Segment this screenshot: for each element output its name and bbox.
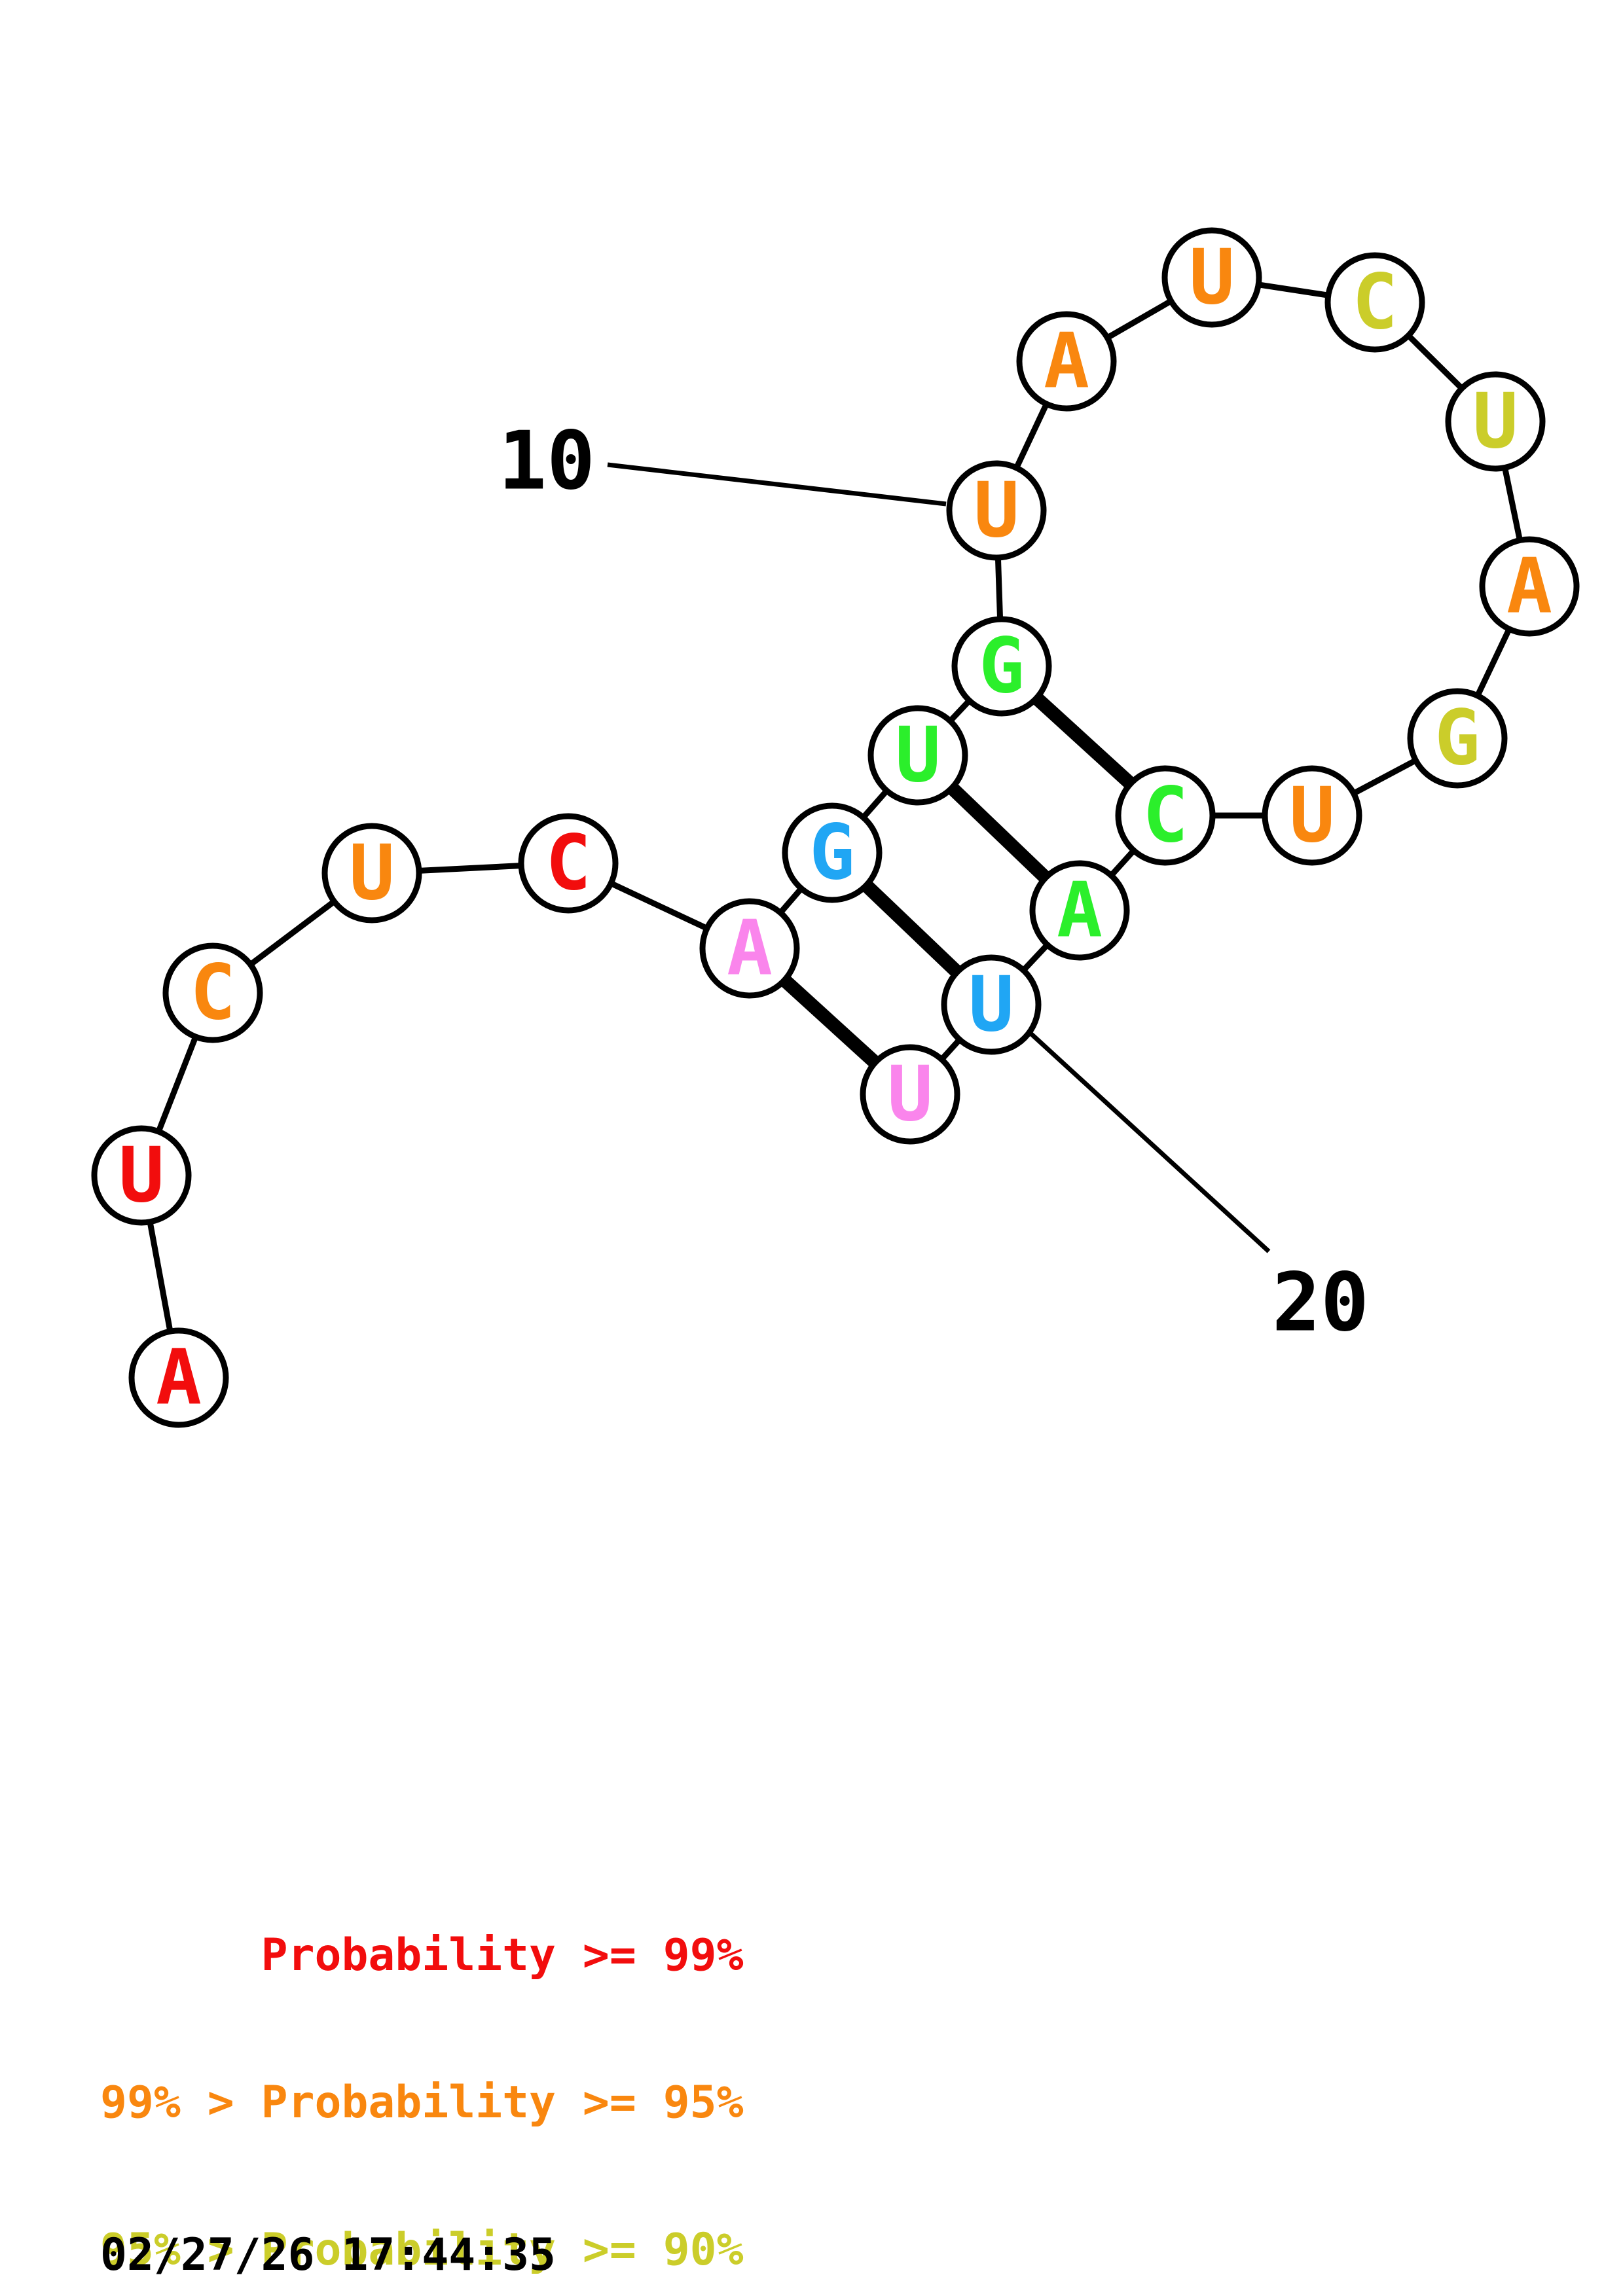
legend-row-90: 95% > Probability >= 90% (100, 2224, 744, 2276)
position-labels-layer: 10 20 (498, 415, 1369, 1350)
nucleotide-circle-21 (860, 1044, 960, 1145)
legend-row-99: Probability >= 99% (100, 1929, 744, 1981)
nucleotide-base-20: U (968, 961, 1014, 1049)
nucleotide-circle-3 (162, 942, 263, 1043)
nucleotide-circle-11 (1016, 311, 1117, 412)
nucleotide-base-18: C (1142, 772, 1188, 860)
nucleotide-circle-13 (1324, 252, 1425, 353)
nucleotide-base-3: C (190, 949, 236, 1037)
position-label-20: 20 (1272, 1257, 1369, 1350)
nucleotide-base-13: C (1352, 259, 1398, 347)
nucleotide-circle-9 (951, 616, 1052, 717)
nucleotide-circle-18 (1115, 765, 1216, 866)
nucleotide-circle-14 (1445, 371, 1546, 472)
nucleotide-circle-15 (1479, 536, 1580, 637)
position-leader-line-10 (607, 462, 947, 507)
nucleotide-circle-12 (1161, 227, 1262, 328)
nucleotide-base-7: G (809, 809, 855, 897)
nucleotide-base-21: U (887, 1050, 933, 1139)
nucleotide-base-11: A (1044, 317, 1089, 406)
nucleotide-circle-4 (321, 823, 422, 924)
nucleotide-base-2: U (119, 1132, 164, 1220)
nucleotide-circle-2 (91, 1125, 192, 1226)
nucleotide-circle-8 (867, 705, 968, 806)
nucleotide-circle-1 (128, 1327, 229, 1428)
nucleotide-circle-17 (1262, 765, 1362, 866)
nucleotide-base-17: U (1289, 772, 1335, 860)
nucleotide-base-12: U (1189, 234, 1235, 322)
nucleotide-base-4: U (349, 829, 395, 918)
position-label-10: 10 (498, 415, 595, 509)
nucleotide-circle-6 (699, 898, 800, 999)
nucleotide-circle-19 (1029, 860, 1130, 961)
probability-legend: Probability >= 99% 99% > Probability >= … (100, 1833, 744, 2296)
nucleotide-base-16: G (1434, 694, 1480, 783)
nucleotide-circle-7 (782, 802, 883, 903)
nucleotide-base-1: A (156, 1334, 202, 1422)
nucleotide-base-9: G (979, 622, 1025, 711)
nucleotide-circle-16 (1407, 688, 1508, 789)
nucleotide-circles-layer (91, 227, 1580, 1428)
nucleotide-base-6: A (727, 905, 773, 993)
position-leader-line-20 (1026, 1029, 1271, 1253)
nucleotide-base-15: A (1506, 543, 1552, 631)
nucleotide-circle-10 (946, 460, 1047, 561)
nucleotide-base-5: C (545, 819, 591, 908)
nucleotide-circle-5 (518, 813, 619, 914)
nucleotide-base-19: A (1057, 867, 1103, 955)
nucleotide-base-14: U (1472, 378, 1518, 466)
nucleotide-circle-20 (941, 954, 1042, 1055)
timestamp: 02/27/26 17:44:35 (100, 2229, 556, 2281)
nucleotide-base-8: U (895, 711, 941, 800)
legend-row-95: 99% > Probability >= 95% (100, 2077, 744, 2128)
nucleotide-base-10: U (974, 467, 1019, 555)
